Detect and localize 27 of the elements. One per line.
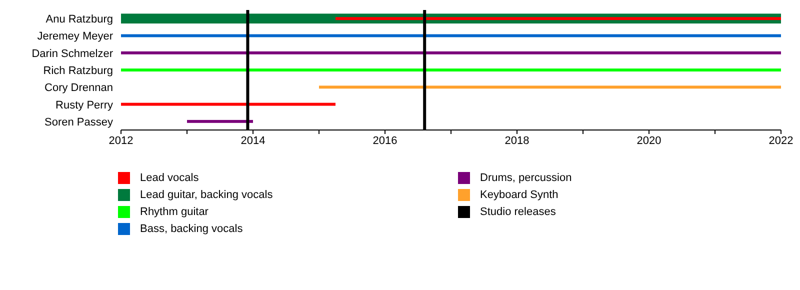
x-tick-label: 2012 (108, 134, 134, 147)
bar (336, 17, 781, 20)
legend-label: Lead vocals (140, 172, 199, 184)
x-tick-label: 2022 (768, 134, 794, 147)
bar (121, 51, 781, 54)
x-tick-label: 2014 (240, 134, 266, 147)
y-tick-label: Rusty Perry (56, 99, 114, 112)
y-tick-label: Rich Ratzburg (43, 65, 113, 77)
y-tick-label: Darin Schmelzer (32, 48, 114, 60)
y-tick-label: Jeremey Meyer (37, 30, 114, 43)
y-tick-label: Anu Ratzburg (46, 14, 113, 26)
y-tick-label: Cory Drennan (44, 82, 113, 94)
x-tick-label: 2016 (372, 134, 398, 147)
legend-label: Rhythm guitar (140, 206, 208, 218)
legend-label: Lead guitar, backing vocals (140, 188, 273, 200)
legend-label: Studio releases (480, 206, 556, 218)
legend-label: Keyboard Synth (480, 188, 558, 200)
legend-label: Drums, percussion (480, 172, 572, 184)
bar (319, 86, 781, 89)
bar (187, 120, 253, 123)
bar (121, 68, 781, 72)
x-tick-label: 2018 (504, 134, 530, 147)
bar (121, 102, 336, 106)
legend-label: Bass, backing vocals (140, 222, 243, 234)
y-tick-label: Soren Passey (44, 116, 114, 128)
bar (121, 34, 781, 38)
x-tick-label: 2020 (636, 134, 662, 147)
